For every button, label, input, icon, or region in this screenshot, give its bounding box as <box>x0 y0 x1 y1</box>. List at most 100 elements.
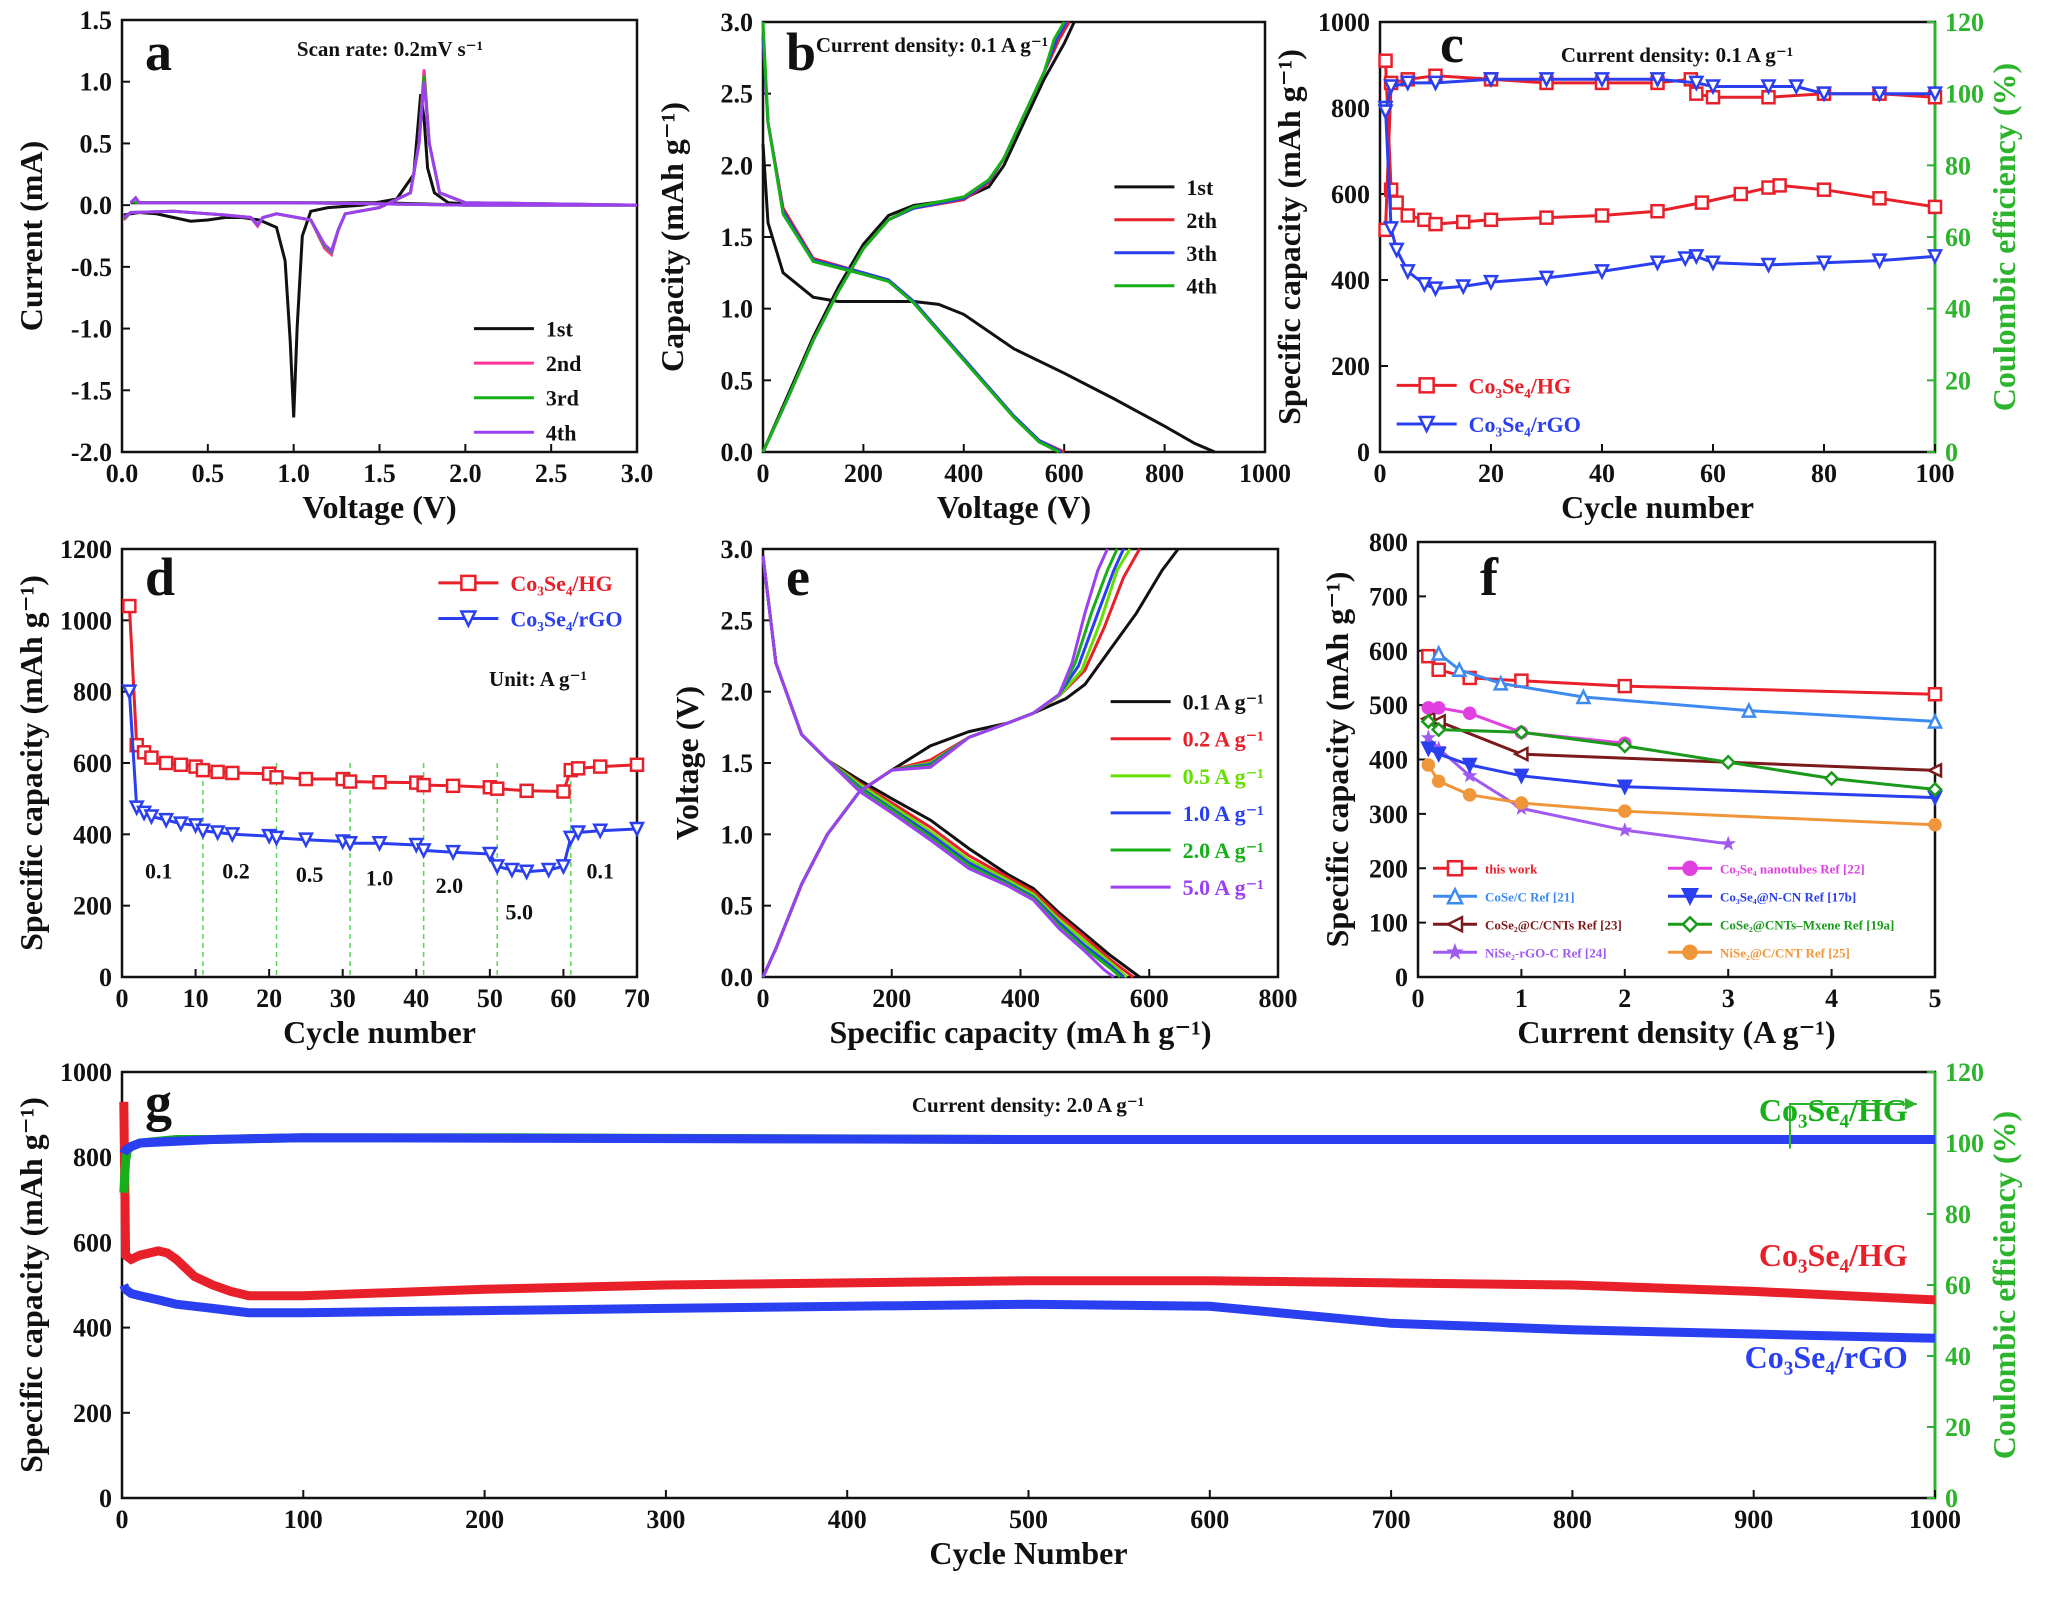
x-tick-label: 800 <box>1259 984 1298 1013</box>
data-point <box>555 859 572 876</box>
legend-label: CoSe₂@CNTs–Mxene Ref [19a] <box>1720 917 1894 932</box>
series-line <box>761 548 1125 978</box>
series-line <box>119 1133 1935 1156</box>
legend-label: 5.0 A g⁻¹ <box>1183 875 1264 900</box>
data-point <box>1649 72 1666 89</box>
x-tick-label: 20 <box>1478 459 1504 488</box>
x-tick-label: 2.0 <box>449 459 482 488</box>
x-tick-label: 0.5 <box>192 459 225 488</box>
data-point <box>268 830 285 847</box>
data-point <box>1389 195 1404 210</box>
data-point <box>445 778 461 794</box>
data-point <box>1593 264 1611 281</box>
x-tick-label: 50 <box>477 984 503 1013</box>
panel-note: Scan rate: 0.2mV s⁻¹ <box>297 37 483 61</box>
y-tick-label: -1.0 <box>71 315 112 344</box>
data-point <box>1420 741 1437 758</box>
x-tick-label: 1.5 <box>363 459 396 488</box>
y-tick-label: 1.5 <box>721 749 754 778</box>
y2-axis-label: Coulombic efficiency (%) <box>1986 63 2022 411</box>
y-tick-label: 1.0 <box>80 68 113 97</box>
y-tick-label: 400 <box>1331 266 1370 295</box>
x-tick-label: 800 <box>1145 459 1184 488</box>
data-point <box>1538 270 1555 287</box>
x-axis-label: Cycle number <box>283 1014 476 1050</box>
legend-marker <box>1445 915 1464 934</box>
x-tick-label: 40 <box>1589 459 1615 488</box>
y-tick-label: 2.0 <box>721 151 754 180</box>
rate-label: 0.1 <box>586 859 614 884</box>
x-tick-label: 600 <box>1190 1505 1229 1534</box>
series-line <box>761 21 1066 453</box>
data-point <box>1388 242 1405 259</box>
data-point <box>1455 279 1472 296</box>
x-tick-label: 600 <box>1130 984 1169 1013</box>
y2-tick-label: 80 <box>1945 1200 1971 1229</box>
panel-note: Current density: 0.1 A g⁻¹ <box>816 33 1048 57</box>
y2-tick-label: 20 <box>1945 1413 1971 1442</box>
data-point <box>518 864 535 881</box>
panel-label: b <box>786 22 816 82</box>
panel-a: 0.0 0.5 1.0 1.5 2.0 2.5 3.0 -2.0 -1.5 -1.0 -0.5 0.0… <box>13 6 653 525</box>
x-tick-label: 0 <box>116 984 129 1013</box>
x-tick-label: 1 <box>1515 984 1528 1013</box>
panel-label: e <box>786 547 810 607</box>
x-tick-label: 3.0 <box>621 459 654 488</box>
legend-label: Co₃Se₄@N-CN Ref [17b] <box>1720 889 1856 904</box>
x-tick-label: 5 <box>1929 984 1942 1013</box>
y-tick-label: 600 <box>73 749 112 778</box>
y-tick-label: 0.5 <box>721 892 754 921</box>
data-point <box>416 777 431 793</box>
data-point <box>489 781 505 796</box>
series-line <box>761 21 1068 453</box>
panel-g: 0 100 200 300 400 500 600 700 800 900 100002004006… <box>13 1058 2022 1571</box>
y-tick-label: 100 <box>1369 909 1408 938</box>
x-tick-label: 800 <box>1553 1505 1592 1534</box>
data-point <box>195 762 211 778</box>
data-point <box>570 761 586 776</box>
series-label: Co₃Se₄/HG <box>1759 1092 1908 1128</box>
y2-tick-label: 60 <box>1945 223 1971 252</box>
rate-label: 5.0 <box>506 900 534 925</box>
series-line <box>761 555 1115 979</box>
data-point <box>122 598 137 614</box>
data-point <box>1461 757 1478 774</box>
y-tick-label: 1.5 <box>80 6 113 35</box>
legend-label: 3th <box>1186 241 1217 266</box>
data-point <box>570 825 587 842</box>
arrow-line <box>1788 1102 1917 1149</box>
panel-e: 0 200 400 600 800 0.0 0.5 1.0 1.5 2.0 2.5 3.0 Specif… <box>669 535 1298 1050</box>
series-line <box>122 75 638 255</box>
x-tick-label: 60 <box>550 984 576 1013</box>
legend-label: 2nd <box>546 351 581 376</box>
data-point <box>173 757 189 773</box>
x-tick-label: 70 <box>624 984 650 1013</box>
data-point <box>1427 281 1444 298</box>
panel-b: 0 200 400 600 800 1000 0.0 0.5 1.0 1.5 2.0 2.5 3.0 Vo… <box>654 8 1291 525</box>
legend-marker <box>460 574 477 592</box>
series-line <box>761 548 1132 978</box>
data-point <box>540 862 557 879</box>
data-point <box>1928 818 1942 832</box>
series-line <box>761 143 1216 454</box>
data-point <box>1927 199 1943 215</box>
y-tick-label: 0.0 <box>721 438 754 467</box>
y2-tick-label: 20 <box>1945 366 1971 395</box>
data-point <box>1733 186 1748 202</box>
legend-marker <box>459 610 478 629</box>
data-point <box>371 836 388 853</box>
y-axis-label: Specific capacity (mAh g⁻¹) <box>1271 49 1307 425</box>
y-tick-label: 0 <box>1395 963 1408 992</box>
series-line <box>761 555 1135 979</box>
data-point <box>1421 758 1436 772</box>
x-tick-label: 3 <box>1722 984 1735 1013</box>
data-point <box>1416 277 1433 294</box>
x-tick-label: 300 <box>646 1505 685 1534</box>
data-point <box>297 832 314 849</box>
y-tick-label: 0 <box>1357 438 1370 467</box>
y-tick-label: 300 <box>1369 800 1408 829</box>
series-line <box>761 555 1125 979</box>
y-axis-label: Capacity (mAh g⁻¹) <box>654 102 690 372</box>
data-point <box>1872 191 1887 206</box>
data-point <box>1871 253 1888 270</box>
